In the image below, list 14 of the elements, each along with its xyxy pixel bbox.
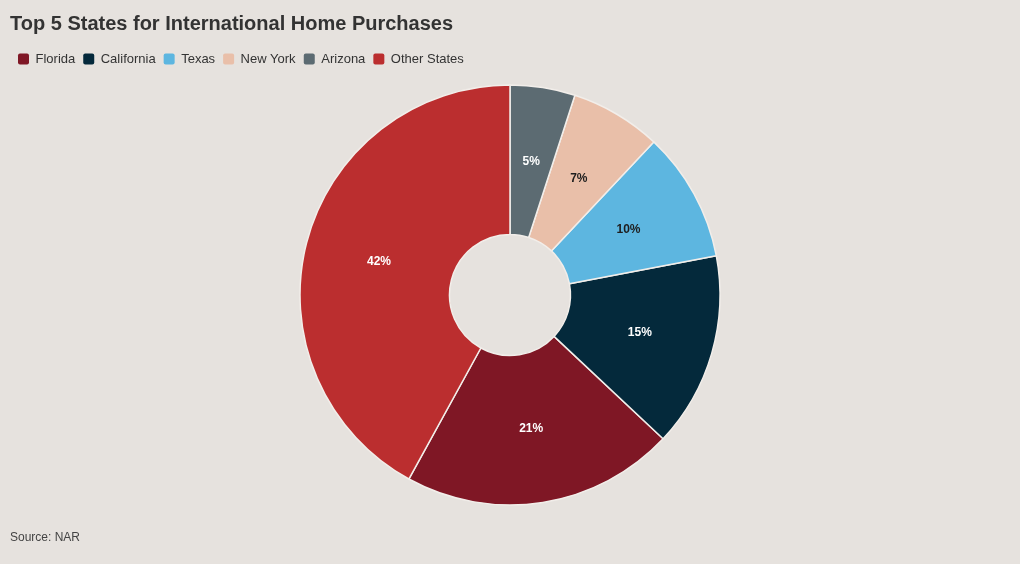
legend-label: New York — [240, 50, 297, 66]
legend-label: California — [100, 50, 157, 66]
data-label: 42% — [366, 253, 392, 268]
chart-title: Top 5 States for International Home Purchases — [10, 11, 454, 34]
data-label: 7% — [570, 170, 588, 185]
data-label: 5% — [522, 153, 541, 168]
legend-label: Texas — [181, 50, 216, 66]
legend-label: Arizona — [321, 50, 367, 66]
data-label: 15% — [627, 325, 653, 340]
source-note: Source: NAR — [10, 530, 81, 545]
legend-label: Other States — [390, 50, 465, 66]
data-label: 10% — [616, 222, 641, 237]
data-label: 21% — [519, 420, 544, 435]
legend-label: Florida — [35, 50, 77, 66]
